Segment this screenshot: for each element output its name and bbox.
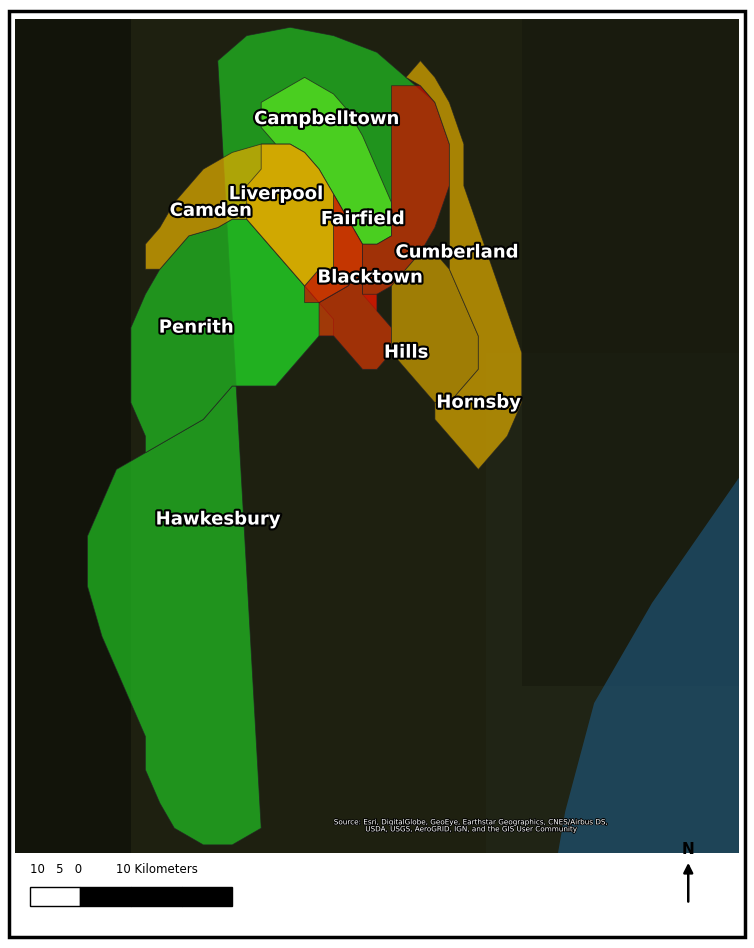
- Text: Campbelltown: Campbelltown: [254, 110, 399, 128]
- Polygon shape: [406, 61, 522, 469]
- Text: Cumberland: Cumberland: [395, 244, 518, 262]
- FancyBboxPatch shape: [15, 19, 131, 853]
- Text: Hawkesbury: Hawkesbury: [155, 511, 280, 528]
- Polygon shape: [319, 269, 391, 370]
- Polygon shape: [261, 78, 391, 245]
- FancyBboxPatch shape: [182, 887, 232, 906]
- FancyBboxPatch shape: [15, 19, 739, 853]
- Polygon shape: [247, 144, 333, 286]
- Polygon shape: [305, 194, 363, 302]
- Text: Hornsby: Hornsby: [437, 393, 520, 411]
- Polygon shape: [131, 219, 333, 453]
- FancyBboxPatch shape: [80, 887, 131, 906]
- FancyBboxPatch shape: [522, 19, 739, 686]
- Text: Hills: Hills: [384, 344, 428, 361]
- FancyBboxPatch shape: [29, 887, 80, 906]
- FancyBboxPatch shape: [131, 887, 182, 906]
- Polygon shape: [391, 252, 478, 403]
- Text: Source: Esri, DigitalGlobe, GeoEye, Earthstar Geographics, CNES/Airbus DS,
USDA,: Source: Esri, DigitalGlobe, GeoEye, Eart…: [334, 819, 608, 832]
- Text: Fairfield: Fairfield: [321, 210, 404, 228]
- Text: Liverpool: Liverpool: [228, 185, 323, 203]
- Text: N: N: [682, 842, 694, 857]
- Text: 10   5   0         10 Kilometers: 10 5 0 10 Kilometers: [29, 864, 198, 877]
- Text: Blacktown: Blacktown: [317, 268, 422, 286]
- FancyBboxPatch shape: [486, 353, 739, 853]
- Text: Penrith: Penrith: [159, 319, 233, 337]
- Polygon shape: [363, 85, 449, 311]
- Polygon shape: [146, 144, 363, 302]
- Polygon shape: [558, 478, 739, 853]
- Text: Camden: Camden: [170, 202, 251, 220]
- Polygon shape: [87, 27, 449, 845]
